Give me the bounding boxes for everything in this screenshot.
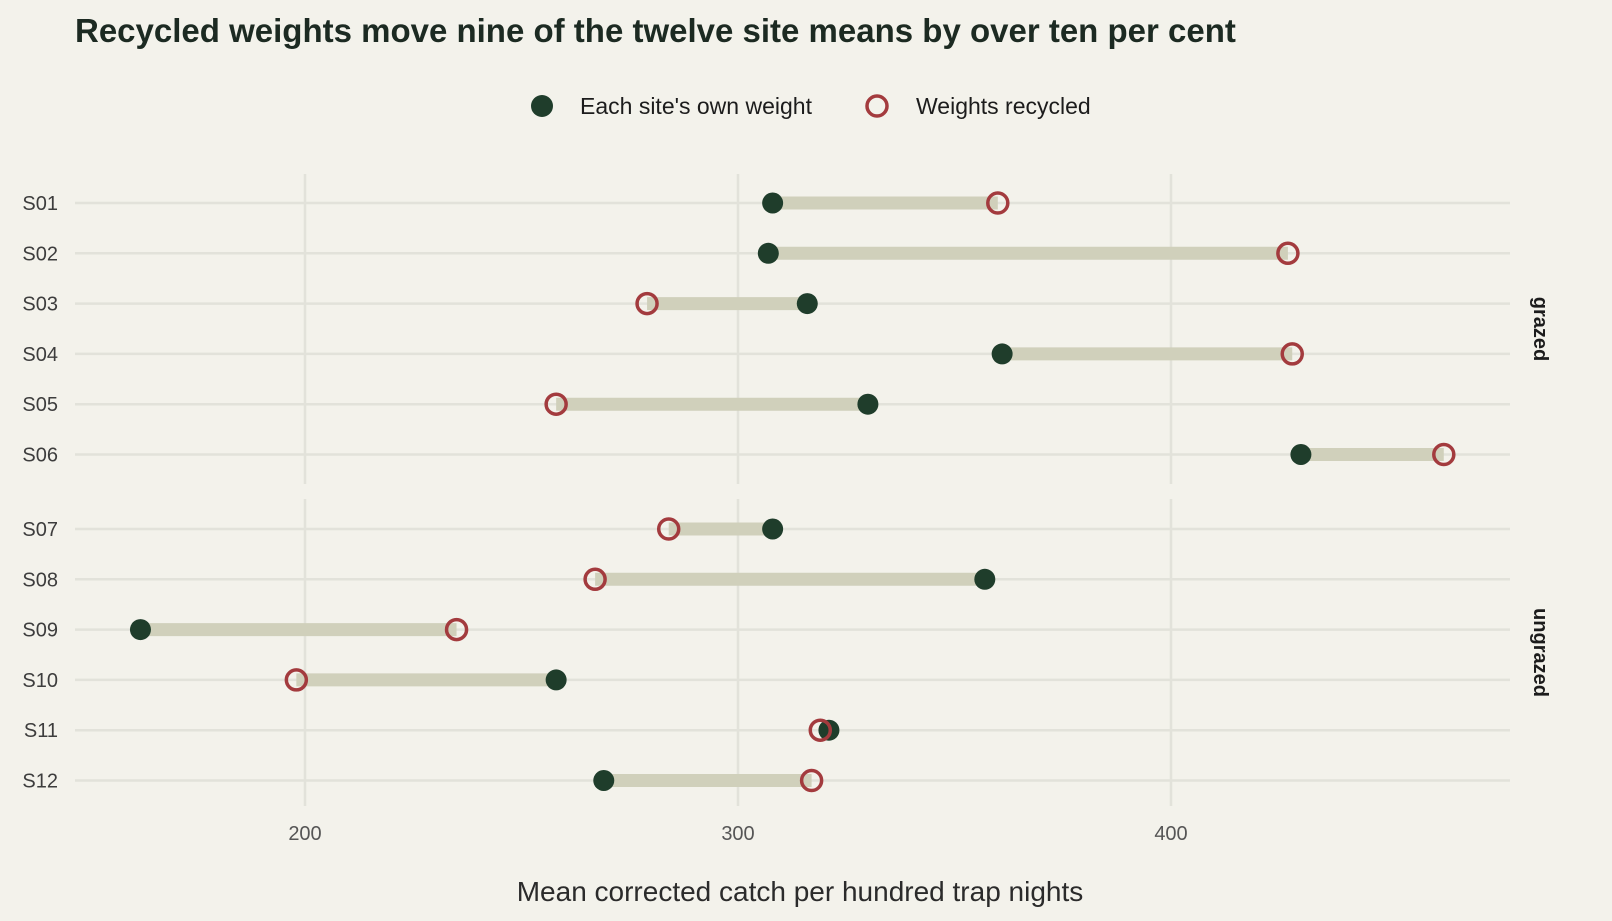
own-weight-point-s01 xyxy=(762,192,784,214)
own-weight-point-s08 xyxy=(974,568,996,590)
y-tick-label: S10 xyxy=(22,670,58,692)
y-tick-label: S11 xyxy=(24,720,58,742)
y-tick-label: S02 xyxy=(22,243,58,265)
own-weight-point-s06 xyxy=(1290,444,1312,465)
own-weight-point-s07 xyxy=(762,518,784,540)
x-tick-label: 200 xyxy=(288,823,321,845)
x-axis-ticks: 200 300 400 xyxy=(288,823,1187,845)
legend: Each site's own weight Weights recycled xyxy=(531,93,1091,119)
legend-recycled-label: Weights recycled xyxy=(916,93,1091,119)
y-tick-label: S04 xyxy=(22,344,58,366)
y-tick-label: S07 xyxy=(22,519,58,541)
x-tick-label: 400 xyxy=(1154,823,1187,845)
recycled-weight-point-s09 xyxy=(444,617,469,642)
own-weight-point-s03 xyxy=(796,293,818,315)
recycled-weight-point-s06 xyxy=(1432,442,1456,467)
y-tick-label: S01 xyxy=(22,193,58,215)
recycled-weight-point-s01 xyxy=(986,191,1010,215)
y-tick-label: S12 xyxy=(22,771,58,793)
recycled-weight-point-s08 xyxy=(583,567,607,592)
own-weight-point-s05 xyxy=(857,393,879,415)
own-weight-point-s04 xyxy=(991,343,1013,365)
recycled-weight-point-s04 xyxy=(1280,342,1304,366)
own-weight-point-s12 xyxy=(593,770,615,791)
grid xyxy=(75,174,1510,806)
recycled-weight-point-s12 xyxy=(799,768,824,793)
legend-own-marker xyxy=(531,95,553,117)
recycled-weight-point-s02 xyxy=(1276,241,1300,266)
x-tick-label: 300 xyxy=(721,823,754,845)
legend-own-label: Each site's own weight xyxy=(580,93,813,119)
y-tick-label: S08 xyxy=(22,569,58,591)
recycled-weight-point-s03 xyxy=(635,291,659,316)
y-tick-label: S06 xyxy=(22,445,58,467)
legend-recycled-marker xyxy=(865,94,889,118)
facet-labels: grazed ungrazed xyxy=(1529,297,1551,697)
dumbbell-segments xyxy=(140,196,1444,787)
own-weight-point-s10 xyxy=(545,669,567,691)
x-axis-label: Mean corrected catch per hundred trap ni… xyxy=(517,876,1084,907)
y-tick-label: S09 xyxy=(22,620,58,642)
facet-label-ungrazed: ungrazed xyxy=(1529,608,1551,697)
recycled-weight-point-s07 xyxy=(656,517,681,541)
chart-title: Recycled weights move nine of the twelve… xyxy=(75,12,1236,49)
y-tick-label: S05 xyxy=(22,394,58,416)
recycled-weight-point-s10 xyxy=(284,668,309,692)
dumbbell-points xyxy=(129,191,1456,793)
y-axis-ticks: S01 S02 S03 S04 S05 S06 S07 S08 S09 S10 S11 S12 xyxy=(22,193,58,793)
y-tick-label: S03 xyxy=(22,294,58,316)
recycled-weight-point-s11 xyxy=(808,718,833,742)
facet-label-grazed: grazed xyxy=(1529,297,1551,361)
recycled-weight-point-s05 xyxy=(544,392,568,416)
own-weight-point-s09 xyxy=(129,619,151,641)
own-weight-point-s02 xyxy=(757,242,779,264)
